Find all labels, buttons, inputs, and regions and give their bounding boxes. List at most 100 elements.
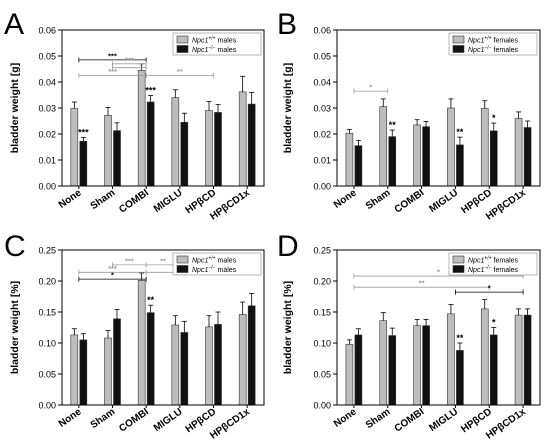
- significance-mark: **: [456, 333, 464, 343]
- legend-genotype: +/+: [208, 36, 215, 42]
- bracket-label: ***: [125, 55, 134, 64]
- y-tick-label: 0.05: [313, 370, 331, 380]
- y-tick-label: 0.15: [313, 308, 331, 318]
- bar-npc1-wildtype: [514, 314, 523, 406]
- y-axis-title: bladder weight [g]: [282, 63, 294, 153]
- plot-frame: [61, 249, 265, 406]
- legend-swatch-wildtype: [176, 35, 189, 44]
- panel-label: D: [277, 230, 299, 263]
- bar-npc1-wildtype: [205, 110, 213, 187]
- y-axis-title: bladder weight [g]: [9, 63, 21, 153]
- y-tick-label: 0.06: [38, 26, 56, 36]
- bracket-label: **: [419, 279, 425, 288]
- bar-npc1-mutant: [422, 126, 430, 187]
- y-tick-label: 0.04: [313, 78, 331, 88]
- legend-entry: Npc1+/+ females: [468, 256, 519, 265]
- bar-npc1-mutant: [247, 305, 256, 406]
- legend-genotype: −/−: [484, 45, 491, 51]
- panel-label: A: [4, 8, 24, 41]
- plot-frame: [336, 249, 541, 406]
- bracket-label: ***: [125, 256, 134, 265]
- bar-npc1-mutant: [388, 136, 397, 187]
- bar-npc1-mutant: [146, 101, 155, 187]
- significance-mark: ***: [145, 86, 156, 96]
- legend-box: [172, 252, 262, 276]
- y-tick-label: 0.00: [38, 182, 56, 192]
- x-tick-label: None: [57, 187, 84, 211]
- legend-sex: females: [492, 47, 519, 54]
- legend-gene: Npc1: [468, 258, 484, 265]
- legend-swatch-mutant: [452, 45, 465, 53]
- legend-swatch-mutant: [452, 265, 465, 273]
- bar-npc1-wildtype: [345, 132, 354, 187]
- x-tick-label: Sham: [364, 406, 393, 431]
- significance-mark: **: [147, 295, 155, 305]
- bar-npc1-mutant: [489, 334, 498, 406]
- x-tick-label: Sham: [89, 187, 118, 212]
- bar-npc1-wildtype: [379, 106, 388, 187]
- legend-genotype: −/−: [208, 45, 215, 51]
- bracket-label: ***: [108, 67, 117, 76]
- bar-npc1-wildtype: [238, 314, 247, 406]
- bar-npc1-wildtype: [70, 334, 79, 406]
- bar-npc1-wildtype: [171, 97, 180, 187]
- legend-swatch-wildtype: [452, 35, 465, 44]
- y-tick-label: 0.05: [38, 370, 56, 380]
- bar-npc1-mutant: [180, 122, 189, 187]
- y-axis-title: bladder weight [%]: [282, 281, 294, 374]
- bar-npc1-wildtype: [205, 326, 213, 406]
- y-tick-label: 0.01: [38, 156, 56, 166]
- plot-frame: [61, 29, 265, 187]
- significance-mark: **: [389, 120, 397, 130]
- y-axis-title: bladder weight [%]: [9, 281, 21, 374]
- y-tick-label: 0.10: [38, 339, 56, 349]
- bar-npc1-mutant: [422, 325, 430, 406]
- legend-gene: Npc1: [192, 267, 208, 274]
- bracket-label: ***: [108, 51, 117, 60]
- x-tick-label: None: [332, 187, 359, 211]
- bracket-label: *: [111, 271, 114, 280]
- legend-gene: Npc1: [192, 47, 208, 54]
- legend-sex: males: [216, 38, 237, 45]
- y-tick-label: 0.01: [313, 156, 331, 166]
- y-tick-label: 0.25: [313, 246, 331, 256]
- bar-npc1-mutant: [456, 144, 464, 187]
- y-tick-label: 0.00: [313, 401, 331, 411]
- x-tick-label: MIGLU: [427, 187, 460, 214]
- legend-sex: males: [216, 258, 237, 265]
- legend-genotype: −/−: [484, 265, 491, 271]
- bracket-label: **: [177, 67, 183, 76]
- y-tick-label: 0.03: [313, 104, 331, 114]
- panel-label: B: [277, 8, 297, 41]
- x-tick-label: MIGLU: [427, 406, 460, 433]
- plot-frame: [336, 29, 541, 187]
- bracket-label: *: [369, 83, 372, 92]
- legend-genotype: +/+: [208, 256, 215, 262]
- legend-entry: Npc1−/− females: [468, 265, 519, 274]
- legend-sex: males: [216, 267, 237, 274]
- y-tick-label: 0.20: [313, 277, 331, 287]
- y-tick-label: 0.02: [313, 130, 331, 140]
- significance-mark: *: [492, 113, 496, 123]
- bracket-label: ***: [108, 264, 117, 273]
- legend-gene: Npc1: [468, 47, 484, 54]
- y-tick-label: 0.03: [38, 104, 56, 114]
- bar-npc1-mutant: [113, 130, 121, 187]
- bar-npc1-wildtype: [480, 308, 489, 406]
- chart-panel-c: C 0.00 0.05 0.10 0.15 0.20 0.25 bladder weight …: [4, 230, 265, 442]
- bar-npc1-wildtype: [514, 118, 523, 187]
- bar-npc1-wildtype: [104, 114, 112, 187]
- bracket-label: **: [160, 256, 166, 265]
- legend-entry: Npc1+/+ females: [468, 36, 519, 45]
- y-tick-label: 0.00: [38, 401, 56, 411]
- y-tick-label: 0.20: [38, 277, 56, 287]
- y-tick-label: 0.06: [313, 26, 331, 36]
- bar-npc1-wildtype: [137, 280, 146, 406]
- bar-npc1-mutant: [354, 334, 363, 406]
- y-tick-label: 0.05: [38, 52, 56, 62]
- bar-npc1-mutant: [214, 112, 222, 187]
- x-tick-label: None: [332, 406, 359, 430]
- bar-npc1-wildtype: [413, 325, 421, 406]
- x-tick-label: COMBI: [393, 187, 427, 215]
